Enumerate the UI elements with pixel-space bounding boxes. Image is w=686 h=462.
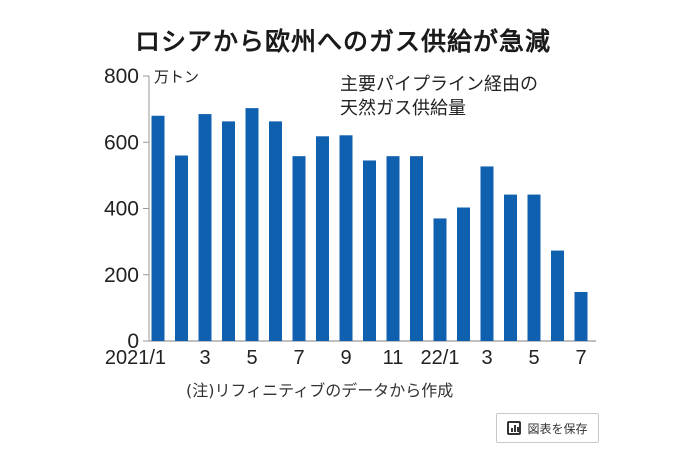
save-chart-button[interactable]: 図表を保存 <box>496 413 599 443</box>
bar <box>410 156 423 341</box>
bar <box>527 194 541 341</box>
source-note: (注)リフィニティブのデータから作成 <box>186 381 454 400</box>
y-tick-label: 0 <box>127 330 139 353</box>
x-tick-label: 7 <box>293 347 304 369</box>
bar-chart-icon <box>507 421 522 435</box>
x-tick-label: 5 <box>246 347 257 369</box>
x-tick-label: 2021/1 <box>105 347 166 369</box>
bar <box>363 160 376 341</box>
x-tick-label: 9 <box>340 347 351 369</box>
bar <box>151 115 165 341</box>
annotation-line-1: 主要パイプライン経由の <box>340 74 538 95</box>
y-tick-label: 400 <box>104 198 139 221</box>
save-chart-label: 図表を保存 <box>527 421 588 436</box>
bar <box>386 156 400 341</box>
bar <box>504 194 517 341</box>
x-tick-label: 22/1 <box>421 347 460 369</box>
y-tick-label: 800 <box>104 65 139 88</box>
bar <box>551 250 564 341</box>
bar <box>339 135 353 341</box>
bar <box>574 291 588 341</box>
bar <box>316 136 329 341</box>
x-tick-label: 3 <box>199 347 210 369</box>
y-axis-unit: 万トン <box>154 68 199 86</box>
y-tick-label: 600 <box>104 131 139 154</box>
bar <box>175 155 188 341</box>
x-tick-label: 3 <box>481 347 492 369</box>
bar <box>222 121 235 341</box>
y-tick-label: 200 <box>104 264 139 287</box>
bar <box>433 218 447 341</box>
bar <box>457 207 470 341</box>
chart-annotation: 主要パイプライン経由の 天然ガス供給量 <box>340 73 538 121</box>
bar <box>292 156 306 341</box>
x-tick-label: 5 <box>528 347 539 369</box>
annotation-line-2: 天然ガス供給量 <box>340 98 466 119</box>
bar <box>198 114 212 341</box>
chart-title: ロシアから欧州へのガス供給が急減 <box>134 27 551 56</box>
bar <box>245 108 259 341</box>
bar <box>269 121 282 341</box>
x-tick-label: 11 <box>383 347 404 369</box>
x-tick-label: 7 <box>575 347 586 369</box>
bar <box>480 166 494 341</box>
